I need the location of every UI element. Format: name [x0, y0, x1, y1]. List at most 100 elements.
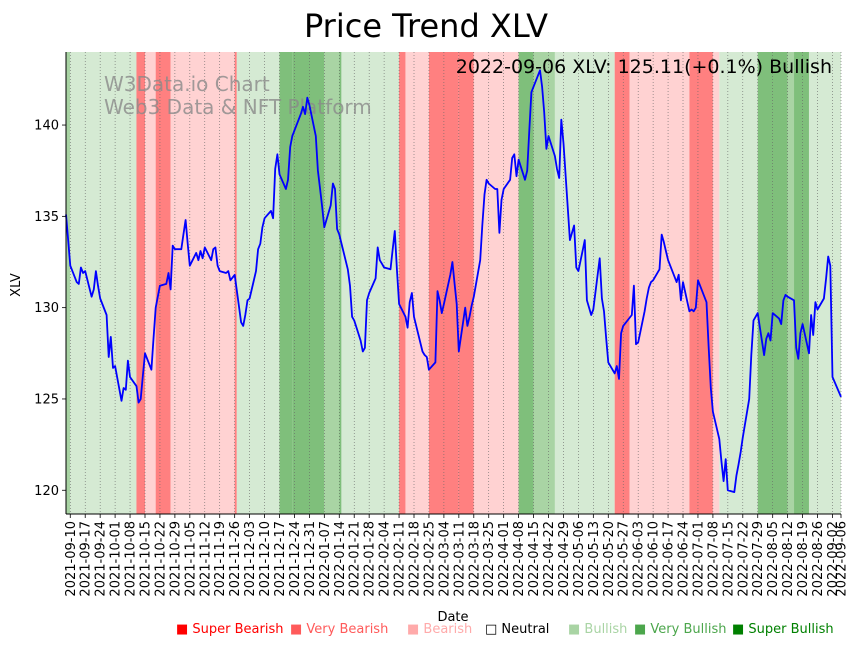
- x-tick-label: 2021-11-19: [213, 521, 228, 597]
- x-tick-label: 2021-11-26: [228, 521, 243, 597]
- regime-band-bearish: [170, 52, 235, 514]
- x-tick-label: 2021-12-10: [258, 521, 273, 597]
- x-tick-label: 2022-05-06: [572, 521, 587, 597]
- regime-band-bullish: [66, 52, 71, 514]
- x-tick-label: 2022-09-06: [835, 521, 850, 597]
- x-tick-label: 2022-08-12: [781, 521, 796, 597]
- x-tick-label: 2022-07-22: [736, 521, 751, 597]
- x-tick-label: 2021-11-12: [198, 521, 213, 597]
- legend-item: ■ Very Bearish: [290, 622, 388, 637]
- regime-band-very-bearish: [136, 52, 145, 514]
- regime-band-very-bullish: [279, 52, 293, 514]
- legend-item: □ Neutral: [485, 622, 549, 637]
- regime-band-very-bearish: [399, 52, 406, 514]
- x-tick-label: 2021-12-03: [243, 521, 258, 597]
- x-tick-label: 2021-10-22: [153, 521, 168, 597]
- y-axis-label: XLV: [9, 273, 24, 297]
- y-tick-label: 135: [34, 210, 59, 225]
- regime-band-very-bearish: [155, 52, 171, 514]
- x-tick-label: 2021-12-31: [303, 521, 318, 597]
- regime-band-very-bullish: [292, 52, 325, 514]
- x-tick-label: 2022-04-15: [527, 521, 542, 597]
- x-tick-label: 2022-01-14: [333, 521, 348, 597]
- regime-band-very-bullish: [518, 52, 534, 514]
- regime-band-very-bearish: [614, 52, 630, 514]
- watermark-line-1: W3Data.io Chart: [104, 72, 270, 96]
- regime-band-bullish: [787, 52, 795, 514]
- y-tick-label: 125: [34, 392, 59, 407]
- x-tick-label: 2021-10-08: [124, 521, 139, 597]
- x-tick-label: 2021-10-29: [168, 521, 183, 597]
- x-tick-label: 2022-07-08: [706, 521, 721, 597]
- x-axis-label: Date: [437, 610, 468, 625]
- regime-band-neutral: [70, 52, 137, 514]
- regime-band-very-bearish: [689, 52, 713, 514]
- x-tick-label: 2021-12-24: [288, 521, 303, 597]
- chart-annotation: 2022-09-06 XLV: 125.11(+0.1%) Bullish: [456, 56, 832, 78]
- regime-band-neutral: [341, 52, 400, 514]
- regime-bands: [66, 52, 841, 514]
- x-tick-label: 2022-02-18: [408, 521, 423, 597]
- x-tick-label: 2022-07-15: [721, 521, 736, 597]
- x-axis-ticks: 2021-09-10 2021-09-17 2021-09-24 2021-10-01…: [64, 514, 850, 597]
- x-tick-label: 2022-03-25: [482, 521, 497, 597]
- x-tick-label: 2022-08-26: [811, 521, 826, 597]
- regime-band-bearish: [405, 52, 429, 514]
- watermark: W3Data.io Chart Web3 Data & NFT Platform: [104, 72, 372, 119]
- y-tick-label: 140: [34, 119, 59, 134]
- x-tick-label: 2022-04-29: [557, 521, 572, 597]
- watermark-line-2: Web3 Data & NFT Platform: [104, 95, 372, 119]
- legend-item: ■ Very Bullish: [634, 622, 726, 637]
- regime-band-bearish: [144, 52, 156, 514]
- x-tick-label: 2022-03-04: [437, 521, 452, 597]
- regime-band-neutral: [236, 52, 280, 514]
- regime-band-very-bullish: [339, 52, 342, 514]
- x-tick-label: 2022-04-22: [542, 521, 557, 597]
- legend-item: ■ Bullish: [568, 622, 627, 637]
- regime-band-neutral: [554, 52, 615, 514]
- legend: ■ Super Bearish ■ Very Bearish ■ Bearish □ …: [176, 622, 834, 637]
- x-tick-label: 2022-02-25: [422, 521, 437, 597]
- x-tick-label: 2022-01-21: [348, 521, 363, 597]
- chart-title: Price Trend XLV: [304, 7, 548, 45]
- x-tick-label: 2022-05-13: [587, 521, 602, 597]
- x-tick-label: 2021-11-05: [183, 521, 198, 597]
- legend-item: ■ Bearish: [407, 622, 472, 637]
- regime-band-bearish: [712, 52, 720, 514]
- y-tick-label: 130: [34, 301, 59, 316]
- x-tick-label: 2022-08-19: [796, 521, 811, 597]
- regime-band-bullish: [324, 52, 340, 514]
- x-tick-label: 2022-01-07: [318, 521, 333, 597]
- x-tick-label: 2021-10-15: [138, 521, 153, 597]
- legend-item: ■ Super Bearish: [176, 622, 284, 637]
- y-tick-label: 120: [34, 484, 59, 499]
- y-axis-ticks: 120 125 130 135 140: [34, 119, 66, 499]
- x-tick-label: 2022-06-17: [662, 521, 677, 597]
- axes: [65, 52, 841, 515]
- x-tick-label: 2022-09-02: [826, 521, 841, 597]
- legend-item: ■ Super Bullish: [732, 622, 834, 637]
- vertical-gridlines: [69, 52, 842, 514]
- x-tick-label: 2022-06-24: [677, 521, 692, 597]
- x-tick-label: 2022-06-10: [647, 521, 662, 597]
- x-tick-label: 2022-07-01: [691, 521, 706, 597]
- regime-band-neutral: [719, 52, 758, 514]
- x-tick-label: 2022-06-03: [632, 521, 647, 597]
- x-tick-label: 2022-08-05: [766, 521, 781, 597]
- x-tick-label: 2021-10-01: [109, 521, 124, 597]
- x-tick-label: 2021-09-17: [79, 521, 94, 597]
- x-tick-label: 2022-02-04: [378, 521, 393, 597]
- x-tick-label: 2022-04-01: [497, 521, 512, 597]
- x-tick-label: 2022-03-11: [452, 521, 467, 597]
- regime-band-very-bullish: [794, 52, 809, 514]
- regime-band-bearish: [473, 52, 519, 514]
- x-tick-label: 2021-09-10: [64, 521, 79, 597]
- price-line-series: [65, 69, 842, 494]
- x-tick-label: 2021-09-24: [94, 521, 109, 597]
- x-tick-label: 2022-02-11: [393, 521, 408, 597]
- x-tick-label: 2022-07-29: [751, 521, 766, 597]
- regime-band-bullish: [533, 52, 555, 514]
- x-tick-label: 2022-05-20: [602, 521, 617, 597]
- regime-band-very-bearish: [458, 52, 474, 514]
